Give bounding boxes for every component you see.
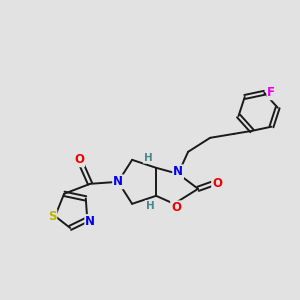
Text: N: N	[113, 175, 123, 188]
Text: O: O	[74, 153, 84, 166]
Text: O: O	[171, 201, 181, 214]
Text: H: H	[144, 153, 152, 163]
Text: H: H	[146, 201, 154, 211]
Text: S: S	[48, 210, 56, 223]
Text: F: F	[267, 86, 275, 99]
Text: N: N	[173, 165, 183, 178]
Text: N: N	[85, 215, 95, 228]
Text: O: O	[212, 177, 222, 190]
